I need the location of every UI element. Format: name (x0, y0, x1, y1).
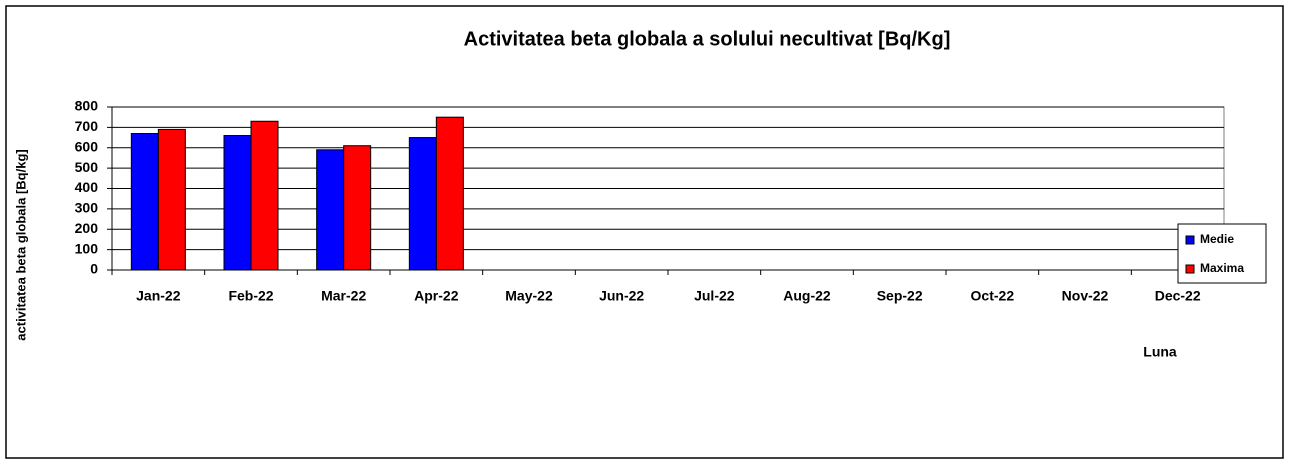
y-tick-label: 800 (75, 98, 99, 114)
x-tick-label: Mar-22 (321, 288, 366, 304)
bar (408, 137, 437, 271)
x-tick-label: Jan-22 (136, 288, 181, 304)
x-tick-label: Jun-22 (599, 288, 644, 304)
bar (343, 145, 372, 271)
x-tick-label: Aug-22 (783, 288, 831, 304)
x-tick-label: Oct-22 (971, 288, 1015, 304)
y-tick-label: 0 (90, 261, 98, 277)
y-tick-label: 700 (75, 118, 99, 134)
x-tick-label: Sep-22 (877, 288, 923, 304)
x-tick-label: Apr-22 (414, 288, 459, 304)
x-tick-label: Feb-22 (228, 288, 273, 304)
y-tick-label: 200 (75, 220, 99, 236)
y-tick-label: 500 (75, 159, 99, 175)
y-tick-label: 600 (75, 138, 99, 154)
bar (435, 116, 464, 271)
x-axis-label: Luna (1143, 344, 1177, 360)
y-tick-label: 100 (75, 240, 99, 256)
bar (130, 132, 159, 271)
bar (157, 128, 186, 271)
legend-label: Maxima (1200, 261, 1244, 275)
x-tick-label: Dec-22 (1155, 288, 1201, 304)
x-tick-label: Jul-22 (694, 288, 735, 304)
bar (223, 135, 252, 271)
legend-label: Medie (1200, 232, 1234, 246)
x-tick-label: May-22 (505, 288, 553, 304)
y-tick-label: 300 (75, 200, 99, 216)
y-axis-label: activitatea beta globala [Bq/kg] (13, 149, 28, 340)
legend-swatch (1185, 264, 1195, 274)
bar (250, 120, 279, 271)
bar (316, 149, 345, 271)
y-tick-label: 400 (75, 179, 99, 195)
chart-title: Activitatea beta globala a solului necul… (464, 28, 951, 50)
x-tick-label: Nov-22 (1062, 288, 1109, 304)
legend-swatch (1185, 235, 1195, 245)
